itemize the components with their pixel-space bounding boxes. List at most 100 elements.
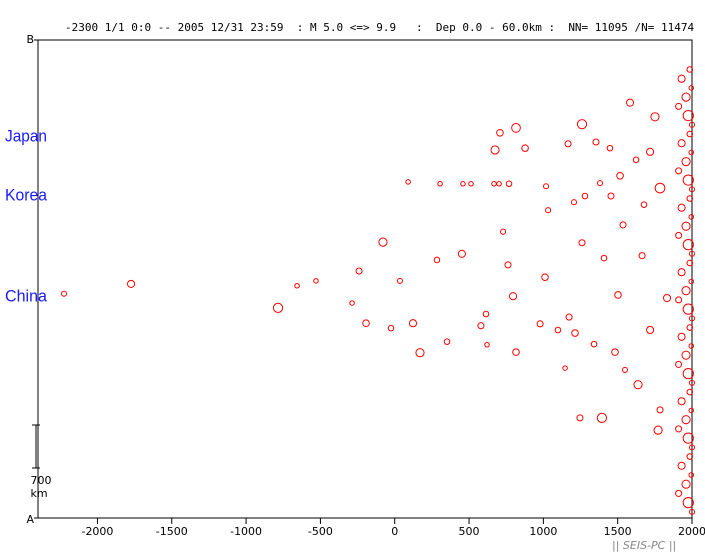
y-tick-label: A <box>26 513 34 526</box>
quake <box>677 203 686 212</box>
region-label: Japan <box>5 127 47 146</box>
quake <box>433 256 441 264</box>
y-tick-label: B <box>26 33 34 46</box>
quake <box>682 432 694 444</box>
quake <box>468 181 474 187</box>
x-tick-label: -1500 <box>156 525 188 538</box>
quake <box>512 348 520 356</box>
quake <box>682 367 694 380</box>
quake <box>633 380 643 390</box>
x-tick-label: -500 <box>308 525 333 538</box>
quake <box>688 214 695 220</box>
quake <box>491 181 497 187</box>
quake <box>686 195 694 202</box>
quake <box>682 497 694 509</box>
footer: || SEIS-PC || <box>612 539 676 552</box>
quake <box>638 252 646 260</box>
quake <box>562 365 568 371</box>
quake <box>688 444 696 451</box>
quake <box>682 238 694 251</box>
quake <box>619 221 627 229</box>
quake <box>681 415 691 425</box>
quake <box>521 144 529 152</box>
quake <box>681 479 691 489</box>
quake <box>484 341 490 348</box>
quake <box>272 302 284 313</box>
quake <box>443 338 451 345</box>
quake <box>682 303 694 315</box>
quake <box>511 123 521 133</box>
quake <box>675 360 683 368</box>
x-tick-label: -2000 <box>81 525 113 538</box>
quake <box>677 397 686 406</box>
quake <box>378 237 388 247</box>
quake <box>656 406 664 414</box>
quake <box>614 291 622 299</box>
quake <box>688 250 696 257</box>
quake <box>355 267 363 275</box>
quake <box>578 239 586 247</box>
x-tick-label: 1000 <box>529 525 557 538</box>
region-label: Korea <box>5 186 47 205</box>
quake <box>688 186 696 193</box>
region-label: China <box>5 286 48 305</box>
quake <box>646 147 655 156</box>
quake <box>457 249 466 258</box>
quake <box>313 278 319 284</box>
quake <box>686 66 694 73</box>
quake <box>677 461 686 470</box>
quake <box>654 182 666 194</box>
quake <box>541 273 549 281</box>
quake <box>565 313 573 321</box>
quake <box>490 145 500 155</box>
quake <box>688 343 695 349</box>
quake <box>653 425 663 435</box>
quake <box>688 85 695 91</box>
quake <box>677 332 686 341</box>
quake <box>677 139 686 148</box>
scale-bar-label: 700 <box>31 474 52 487</box>
quake <box>477 322 485 330</box>
quake <box>496 181 502 187</box>
quake <box>362 319 370 328</box>
quake <box>675 489 683 497</box>
quake <box>596 180 604 187</box>
x-tick-label: 500 <box>459 525 480 538</box>
quake <box>677 74 686 83</box>
quake <box>675 102 683 110</box>
quake <box>675 425 683 433</box>
quake <box>686 388 694 396</box>
quake <box>681 350 691 360</box>
quake <box>600 254 608 262</box>
chart-title: -2300 1/1 0:0 -- 2005 12/31 23:59 : M 5.… <box>65 21 695 34</box>
quake <box>408 319 418 328</box>
quake <box>590 340 598 348</box>
quake <box>536 320 544 328</box>
quake <box>625 98 635 107</box>
quake <box>576 119 588 130</box>
quake <box>688 315 696 322</box>
quake <box>650 112 660 122</box>
quake <box>682 109 694 122</box>
x-tick-label: -1000 <box>230 525 262 538</box>
quake <box>688 472 695 478</box>
quake <box>688 407 695 414</box>
quake <box>581 192 589 200</box>
quake <box>460 181 466 187</box>
quake <box>482 310 490 318</box>
quake <box>640 201 648 208</box>
quake <box>686 259 694 267</box>
quake <box>686 453 694 460</box>
quake <box>688 278 695 285</box>
quake <box>570 199 578 206</box>
quake <box>576 414 584 422</box>
quake <box>437 181 443 187</box>
quake <box>632 156 640 164</box>
quake <box>349 300 355 306</box>
quake <box>387 324 395 332</box>
quake <box>681 157 691 167</box>
plot-frame <box>37 39 693 519</box>
quake <box>60 290 68 297</box>
quake <box>681 221 691 231</box>
